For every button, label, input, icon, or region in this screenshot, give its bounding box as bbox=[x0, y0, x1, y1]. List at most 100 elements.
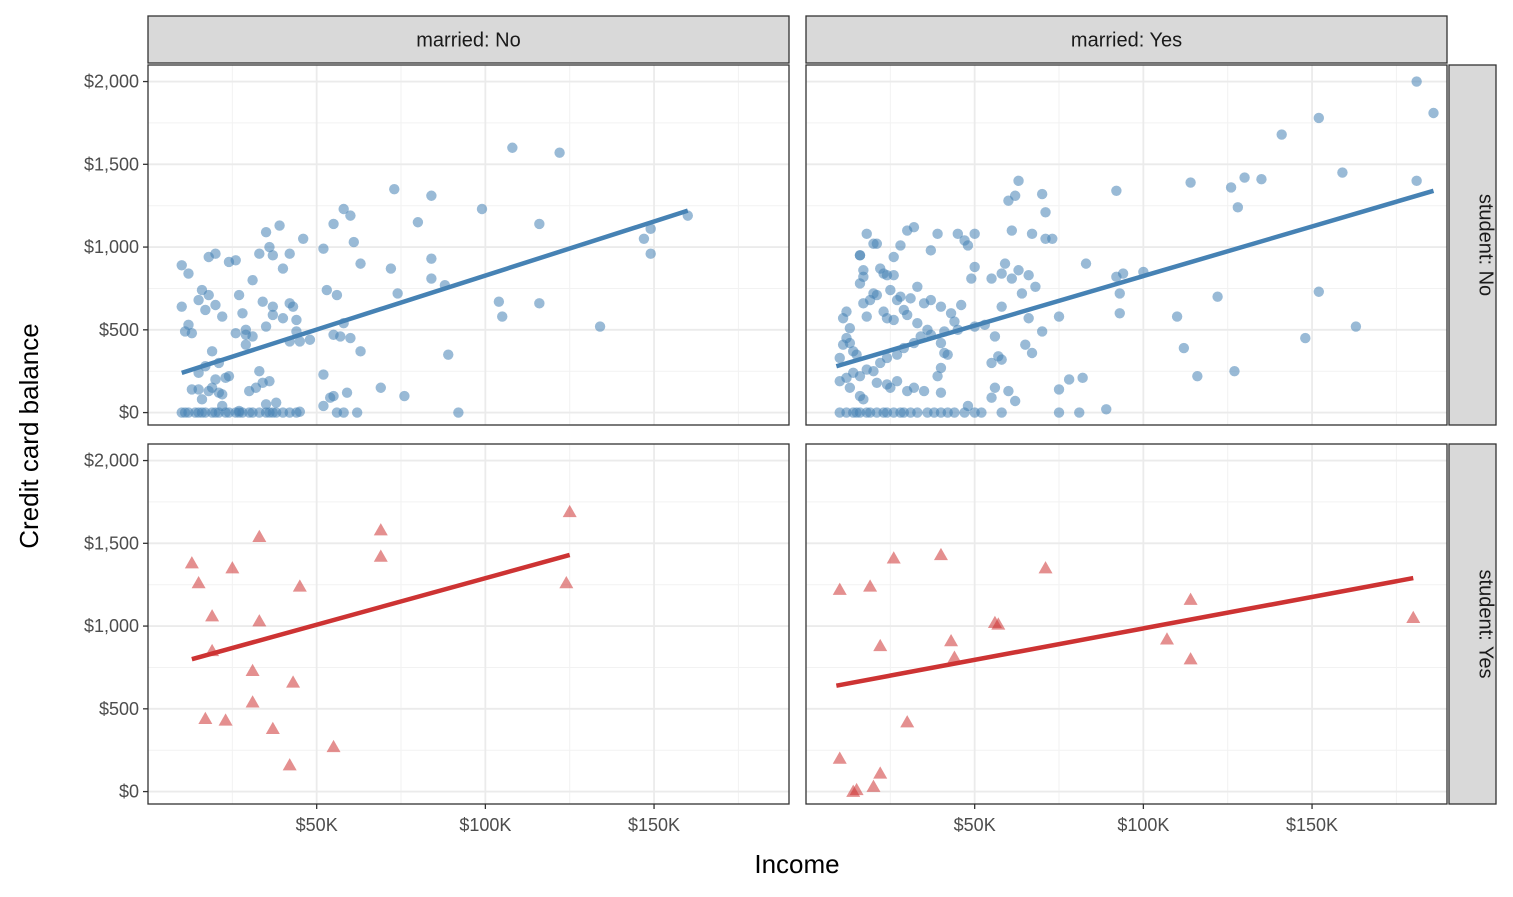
data-point bbox=[205, 609, 220, 622]
data-point bbox=[191, 576, 206, 589]
data-point bbox=[834, 375, 845, 387]
data-point bbox=[873, 766, 888, 779]
panel-background bbox=[148, 65, 789, 425]
data-point bbox=[267, 309, 279, 321]
data-point bbox=[389, 183, 400, 195]
data-point bbox=[559, 576, 574, 589]
data-point bbox=[247, 331, 258, 342]
data-point bbox=[1026, 347, 1038, 359]
trend-line bbox=[191, 552, 571, 662]
data-point bbox=[1023, 313, 1034, 324]
data-point bbox=[1313, 112, 1325, 124]
data-point bbox=[1192, 370, 1203, 382]
data-point bbox=[846, 784, 861, 797]
data-point bbox=[257, 296, 268, 307]
data-point bbox=[1411, 175, 1422, 187]
data-point bbox=[1036, 326, 1048, 337]
strips-layer: married: No married: Yes student: No studen… bbox=[147, 15, 1497, 805]
data-point bbox=[1053, 407, 1065, 418]
data-point bbox=[200, 304, 211, 316]
data-point bbox=[1063, 374, 1075, 385]
data-point bbox=[534, 218, 545, 230]
data-point bbox=[223, 370, 235, 382]
data-point bbox=[1013, 175, 1024, 187]
data-point bbox=[267, 250, 279, 261]
panel-data-0-1 bbox=[184, 504, 577, 771]
data-point bbox=[1300, 332, 1311, 344]
data-point bbox=[1256, 174, 1267, 185]
data-point bbox=[291, 314, 302, 326]
data-point bbox=[294, 406, 306, 417]
data-point bbox=[993, 351, 1004, 362]
data-point bbox=[986, 357, 997, 369]
data-point bbox=[1026, 228, 1038, 240]
data-point bbox=[1406, 610, 1421, 624]
panel-border bbox=[147, 64, 790, 426]
data-point bbox=[385, 263, 397, 274]
data-point bbox=[562, 504, 577, 518]
x-tick-label: $150K bbox=[628, 815, 680, 835]
data-point bbox=[176, 260, 187, 271]
data-point bbox=[969, 407, 980, 418]
strip-label-col: married: No bbox=[416, 30, 520, 52]
data-point bbox=[1212, 291, 1223, 302]
data-point bbox=[245, 663, 260, 677]
data-point bbox=[888, 251, 899, 263]
data-point bbox=[594, 321, 606, 332]
data-point bbox=[969, 261, 980, 273]
data-point bbox=[986, 273, 997, 284]
x-tick-label: $100K bbox=[459, 815, 511, 835]
x-tick-label: $100K bbox=[1117, 815, 1169, 835]
data-point bbox=[1232, 202, 1244, 213]
trend-line bbox=[181, 208, 689, 376]
data-point bbox=[282, 758, 297, 771]
data-point bbox=[935, 362, 947, 374]
data-point bbox=[1030, 281, 1041, 292]
data-point bbox=[399, 390, 410, 402]
strip-background bbox=[147, 15, 790, 64]
data-point bbox=[1411, 76, 1422, 87]
data-point bbox=[186, 327, 198, 339]
y-tick-label: $2,000 bbox=[84, 72, 139, 92]
data-point bbox=[832, 751, 847, 764]
data-point bbox=[265, 721, 280, 734]
data-point bbox=[886, 551, 901, 564]
data-point bbox=[905, 293, 916, 304]
data-point bbox=[247, 274, 258, 286]
data-point bbox=[271, 397, 282, 408]
data-point bbox=[863, 579, 878, 592]
x-tick-label: $150K bbox=[1286, 815, 1338, 835]
data-point bbox=[210, 299, 221, 311]
data-point bbox=[885, 284, 896, 296]
data-point bbox=[891, 375, 903, 387]
strip-background bbox=[805, 15, 1448, 64]
data-point bbox=[844, 322, 856, 334]
data-point bbox=[294, 336, 306, 347]
data-point bbox=[210, 248, 221, 259]
data-point bbox=[176, 301, 187, 312]
data-point bbox=[338, 203, 349, 215]
data-point bbox=[895, 240, 906, 251]
trend-line bbox=[835, 188, 1435, 369]
data-point bbox=[832, 582, 847, 595]
data-point bbox=[274, 220, 285, 231]
data-point bbox=[1013, 265, 1024, 276]
data-point bbox=[918, 385, 930, 397]
data-point bbox=[875, 357, 886, 369]
data-point bbox=[834, 407, 845, 418]
data-point bbox=[426, 273, 437, 284]
data-point bbox=[1185, 177, 1196, 188]
data-point bbox=[962, 400, 974, 412]
data-point bbox=[844, 382, 856, 393]
data-point bbox=[193, 384, 204, 395]
data-point bbox=[908, 382, 920, 393]
panel-data-1-0 bbox=[834, 76, 1439, 418]
data-point bbox=[645, 248, 656, 259]
data-point bbox=[922, 324, 933, 336]
data-point bbox=[345, 210, 356, 221]
trend-line bbox=[835, 575, 1414, 688]
data-point bbox=[925, 245, 937, 256]
data-point bbox=[304, 334, 316, 345]
data-point bbox=[217, 400, 228, 412]
